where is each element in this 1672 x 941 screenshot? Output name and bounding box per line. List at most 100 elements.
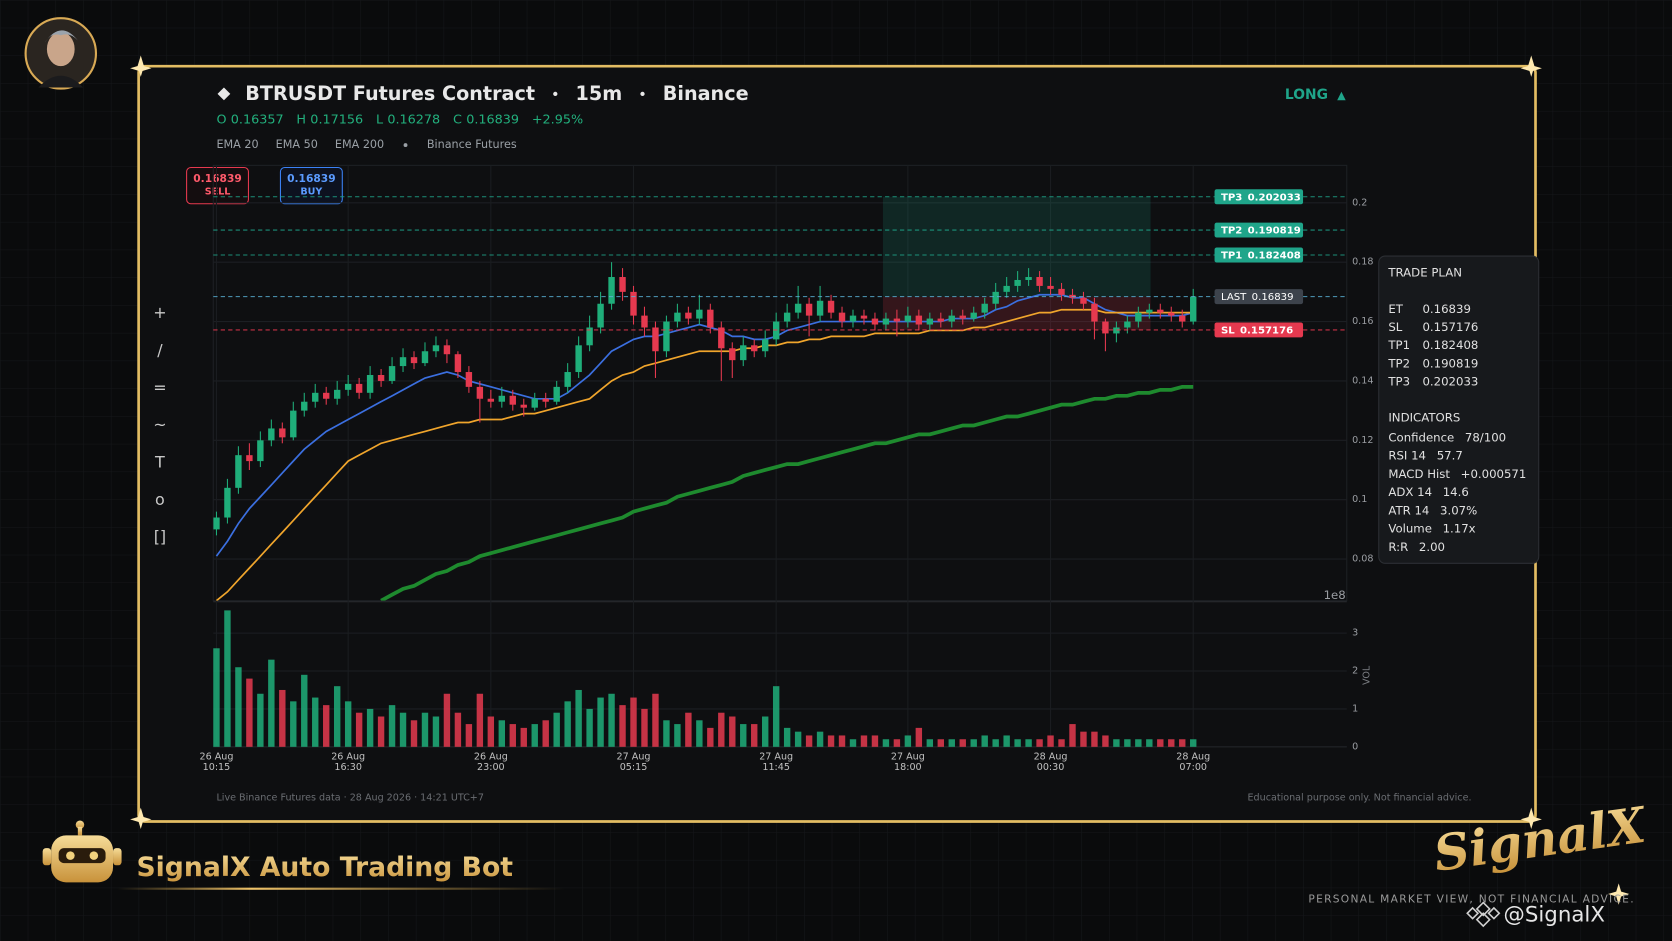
candle-body xyxy=(575,345,582,373)
indicator-row: Confidence 78/100 xyxy=(1388,430,1506,444)
indicator-row: R:R 2.00 xyxy=(1388,539,1445,553)
y-tick-label: 0.12 xyxy=(1352,435,1373,446)
toolbar-button[interactable]: = xyxy=(153,378,166,397)
sell-label[interactable]: SELL xyxy=(205,187,231,198)
ohlc-line: O 0.16357 H 0.17156 L 0.16278 C 0.16839 +2.95% xyxy=(216,112,583,127)
y-tick-label: 0.16 xyxy=(1352,316,1373,327)
sell-price[interactable]: 0.16839 xyxy=(193,172,242,185)
volume-bar xyxy=(762,716,769,747)
candle-body xyxy=(520,404,527,408)
candle-body xyxy=(1190,296,1197,322)
indicator-row: MACD Hist +0.000571 xyxy=(1388,466,1526,480)
volume-bar xyxy=(410,720,418,747)
x-tick-label: 26 Aug 10:15 xyxy=(200,751,234,773)
level-value: 0.182408 xyxy=(1248,251,1301,262)
candle-body xyxy=(268,428,275,441)
volume-bar xyxy=(707,727,714,747)
volume-bar xyxy=(377,716,385,747)
toolbar-button[interactable]: o xyxy=(155,490,165,509)
candle-body xyxy=(849,315,857,322)
toolbar-button[interactable]: ~ xyxy=(153,415,166,434)
candle-body xyxy=(959,315,966,319)
indicator-value: 78/100 xyxy=(1465,430,1506,444)
candle-body xyxy=(586,327,593,346)
volume-tick-label: 2 xyxy=(1352,666,1358,677)
volume-bar xyxy=(630,697,637,747)
level-name: TP3 xyxy=(1221,192,1242,203)
volume-bar xyxy=(1080,731,1087,747)
candle-body xyxy=(816,300,824,316)
legend-entry: EMA 20 xyxy=(216,138,258,151)
toolbar-button[interactable]: + xyxy=(153,303,166,322)
volume-bar xyxy=(1091,731,1098,747)
level-label: TP1 0.182408 xyxy=(1221,251,1301,262)
volume-axis-label: VOL xyxy=(1362,665,1373,685)
plan-label: TP2 xyxy=(1387,356,1410,370)
toolbar-button[interactable]: [] xyxy=(154,527,166,546)
x-tick-label: 27 Aug 18:00 xyxy=(891,751,925,773)
volume-bar xyxy=(893,739,901,747)
title-underline xyxy=(117,887,566,890)
price-pane xyxy=(212,164,1348,602)
trade-plan-title: TRADE PLAN xyxy=(1387,266,1462,280)
bot-name: SignalX Auto Trading Bot xyxy=(136,852,513,883)
buy-label[interactable]: BUY xyxy=(300,187,323,198)
volume-bar xyxy=(970,739,977,747)
ohlc-value: 0.16357 xyxy=(231,112,284,127)
volume-bar xyxy=(531,724,538,747)
volume-bar xyxy=(454,712,462,747)
x-tick-time: 11:45 xyxy=(762,762,790,773)
x-tick-date: 26 Aug xyxy=(474,751,508,762)
legend-bullet xyxy=(403,143,408,148)
volume-bar xyxy=(355,712,363,747)
candle-body xyxy=(257,440,264,462)
candle-body xyxy=(893,318,901,322)
buy-price[interactable]: 0.16839 xyxy=(287,172,336,185)
x-tick-time: 16:30 xyxy=(334,762,362,773)
ohlc-label: L xyxy=(376,112,384,127)
candle-body xyxy=(729,348,736,361)
candle-body xyxy=(783,312,791,322)
volume-bar xyxy=(1047,735,1054,747)
x-tick-date: 26 Aug xyxy=(331,751,365,762)
x-tick-label: 27 Aug 11:45 xyxy=(759,751,793,773)
candle-body xyxy=(1047,285,1054,289)
indicator-value: 2.00 xyxy=(1419,539,1445,553)
candle-body xyxy=(707,309,714,328)
volume-bar xyxy=(575,689,582,747)
volume-bar xyxy=(740,724,747,747)
sell-button[interactable] xyxy=(186,166,249,205)
volume-bar xyxy=(849,739,857,747)
level-label: TP3 0.202033 xyxy=(1221,192,1301,203)
candle-body xyxy=(246,455,253,462)
volume-bar xyxy=(959,739,966,747)
volume-bar xyxy=(1124,739,1131,747)
candle-body xyxy=(685,312,692,319)
candle-body xyxy=(564,372,571,387)
level-value: 0.157176 xyxy=(1240,325,1293,336)
buy-button[interactable] xyxy=(279,166,343,205)
trade-plan-panel xyxy=(1378,255,1540,564)
candle-body xyxy=(882,318,890,325)
volume-bar xyxy=(235,667,242,747)
volume-bar xyxy=(1003,735,1010,747)
candle-body xyxy=(443,345,451,355)
direction: LONG xyxy=(1285,87,1328,103)
ohlc-value: 0.16839 xyxy=(466,112,519,127)
exchange: Binance xyxy=(663,81,749,104)
volume-bar xyxy=(553,712,560,747)
toolbar-button[interactable]: / xyxy=(157,341,163,360)
candle-body xyxy=(366,374,374,393)
toolbar-button[interactable]: T xyxy=(154,453,165,472)
plan-label: TP1 xyxy=(1387,338,1410,352)
level-label: TP2 0.190819 xyxy=(1221,226,1301,237)
ohlc-value: 0.16278 xyxy=(387,112,440,127)
candle-body xyxy=(531,398,538,408)
volume-bar xyxy=(213,648,220,747)
volume-bar xyxy=(783,727,791,747)
level-badge xyxy=(1214,189,1304,205)
x-tick-label: 26 Aug 16:30 xyxy=(331,751,365,773)
volume-bar xyxy=(794,731,802,747)
volume-bar xyxy=(586,708,593,747)
